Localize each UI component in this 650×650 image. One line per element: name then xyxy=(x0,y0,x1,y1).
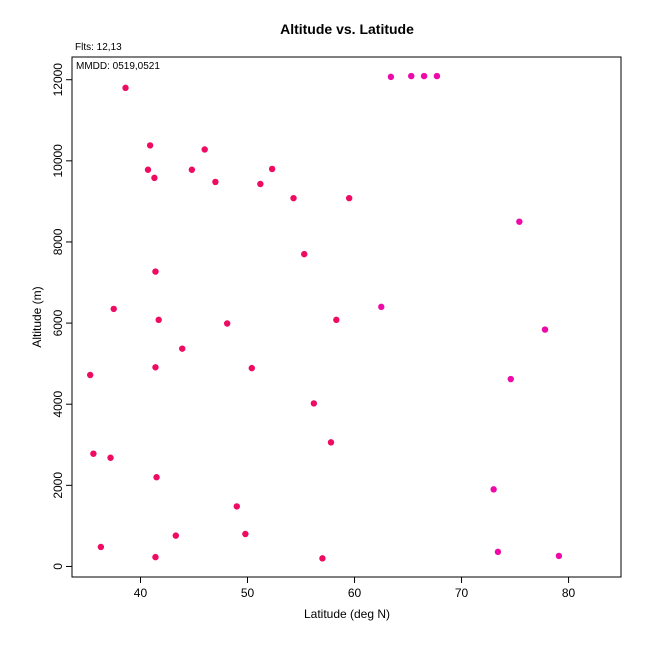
dates-note: MMDD: 0519,0521 xyxy=(76,61,160,72)
data-point xyxy=(152,364,159,371)
data-point xyxy=(319,555,326,562)
x-tick-label: 40 xyxy=(134,586,148,600)
data-point xyxy=(188,166,196,173)
data-point xyxy=(90,450,97,457)
data-point xyxy=(242,530,249,538)
y-tick-label: 6000 xyxy=(51,309,65,336)
data-point xyxy=(248,364,255,372)
x-tick-label: 50 xyxy=(241,586,255,600)
data-point xyxy=(144,166,152,173)
data-point xyxy=(151,174,158,182)
x-tick-label: 70 xyxy=(455,586,469,600)
data-point xyxy=(268,165,276,173)
data-point xyxy=(97,543,105,551)
y-tick-label: 12000 xyxy=(51,63,65,97)
data-point xyxy=(152,553,159,561)
data-point xyxy=(212,178,219,186)
flights-note: Flts: 12,13 xyxy=(75,42,122,53)
data-point xyxy=(555,552,563,560)
data-point xyxy=(333,316,340,324)
y-tick-label: 0 xyxy=(51,563,65,570)
data-point xyxy=(153,474,160,481)
data-point xyxy=(494,548,502,556)
data-point xyxy=(223,320,231,327)
plot-frame xyxy=(71,56,622,578)
data-point xyxy=(433,72,441,80)
data-point xyxy=(420,72,428,80)
data-point xyxy=(201,146,208,153)
chart-title: Altitude vs. Latitude xyxy=(280,21,414,37)
data-point xyxy=(408,72,415,80)
y-tick-label: 10000 xyxy=(51,144,65,178)
y-tick-label: 4000 xyxy=(51,391,65,418)
x-axis: 40 50 60 70 80 xyxy=(134,576,576,600)
data-point xyxy=(122,84,129,92)
data-point xyxy=(507,375,514,383)
data-point xyxy=(172,532,180,539)
y-tick-label: 8000 xyxy=(51,228,65,255)
data-point xyxy=(378,303,385,311)
data-point xyxy=(301,250,308,258)
data-point xyxy=(541,326,549,333)
x-tick-label: 60 xyxy=(348,586,362,600)
x-axis-label: Latitude (deg N) xyxy=(304,607,390,621)
data-point xyxy=(86,371,94,379)
data-point xyxy=(290,194,297,202)
data-point xyxy=(107,454,114,461)
data-point xyxy=(233,503,241,510)
data-point xyxy=(327,439,335,446)
data-point xyxy=(179,345,186,352)
data-points xyxy=(86,72,563,562)
data-point xyxy=(146,142,154,149)
data-point xyxy=(155,316,162,324)
data-point xyxy=(387,73,395,81)
data-point xyxy=(516,218,523,225)
data-point xyxy=(152,268,159,275)
y-axis-label: Altitude (m) xyxy=(30,286,44,347)
data-point xyxy=(110,305,117,313)
x-tick-label: 80 xyxy=(562,586,576,600)
data-point xyxy=(345,194,353,202)
data-point xyxy=(257,180,264,188)
data-point xyxy=(310,400,318,407)
y-axis: 0 2000 4000 6000 8000 10000 12000 xyxy=(51,63,73,570)
y-tick-label: 2000 xyxy=(51,472,65,499)
data-point xyxy=(490,486,497,493)
